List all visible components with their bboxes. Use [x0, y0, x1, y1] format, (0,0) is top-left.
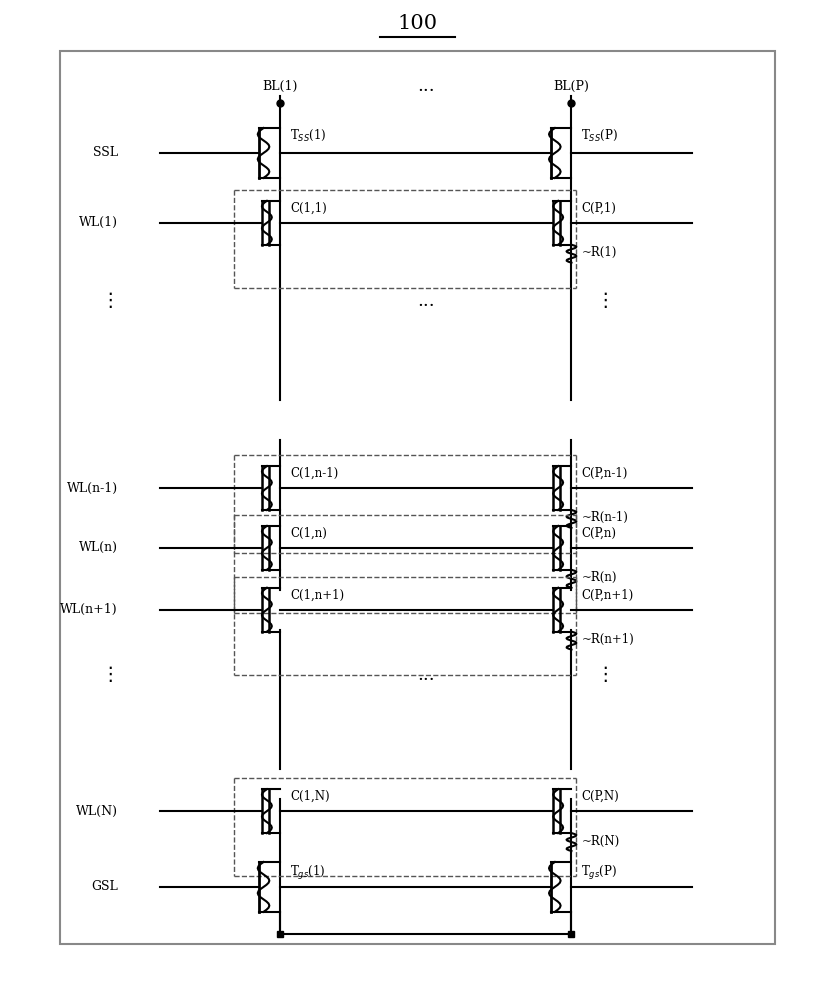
Text: T$_{SS}$(1): T$_{SS}$(1) [291, 128, 326, 143]
Text: C(P,n+1): C(P,n+1) [581, 589, 634, 602]
Text: C(1,N): C(1,N) [291, 790, 330, 803]
Text: WL(1): WL(1) [78, 216, 118, 229]
Text: ...: ... [417, 77, 435, 95]
Text: C(1,n+1): C(1,n+1) [291, 589, 344, 602]
Text: C(P,n): C(P,n) [581, 527, 616, 540]
Text: T$_{gs}$(1): T$_{gs}$(1) [291, 864, 326, 882]
Text: WL(n-1): WL(n-1) [67, 482, 118, 495]
Text: WL(n): WL(n) [78, 541, 118, 554]
Text: ~R(n-1): ~R(n-1) [581, 511, 628, 524]
Text: GSL: GSL [91, 880, 118, 893]
Text: C(P,n-1): C(P,n-1) [581, 467, 628, 480]
Text: ⋮: ⋮ [595, 665, 615, 684]
Text: T$_{SS}$(P): T$_{SS}$(P) [581, 128, 619, 143]
Text: BL(P): BL(P) [554, 80, 590, 93]
Text: 100: 100 [397, 14, 438, 33]
Text: ~R(n): ~R(n) [581, 571, 617, 584]
Text: C(1,1): C(1,1) [291, 202, 327, 215]
Text: ~R(n+1): ~R(n+1) [581, 633, 635, 646]
Text: C(P,N): C(P,N) [581, 790, 620, 803]
Text: ...: ... [417, 666, 435, 684]
Text: C(1,n): C(1,n) [291, 527, 327, 540]
Text: WL(n+1): WL(n+1) [60, 603, 118, 616]
Text: WL(N): WL(N) [76, 805, 118, 818]
Text: ⋮: ⋮ [595, 291, 615, 310]
Text: T$_{gs}$(P): T$_{gs}$(P) [581, 864, 618, 882]
Text: ⋮: ⋮ [100, 291, 119, 310]
Text: ...: ... [417, 292, 435, 310]
Text: ~R(N): ~R(N) [581, 835, 620, 848]
Text: ~R(1): ~R(1) [581, 246, 617, 259]
Text: SSL: SSL [93, 146, 118, 159]
Text: ⋮: ⋮ [100, 665, 119, 684]
Text: C(P,1): C(P,1) [581, 202, 616, 215]
Text: BL(1): BL(1) [262, 80, 298, 93]
Text: C(1,n-1): C(1,n-1) [291, 467, 338, 480]
